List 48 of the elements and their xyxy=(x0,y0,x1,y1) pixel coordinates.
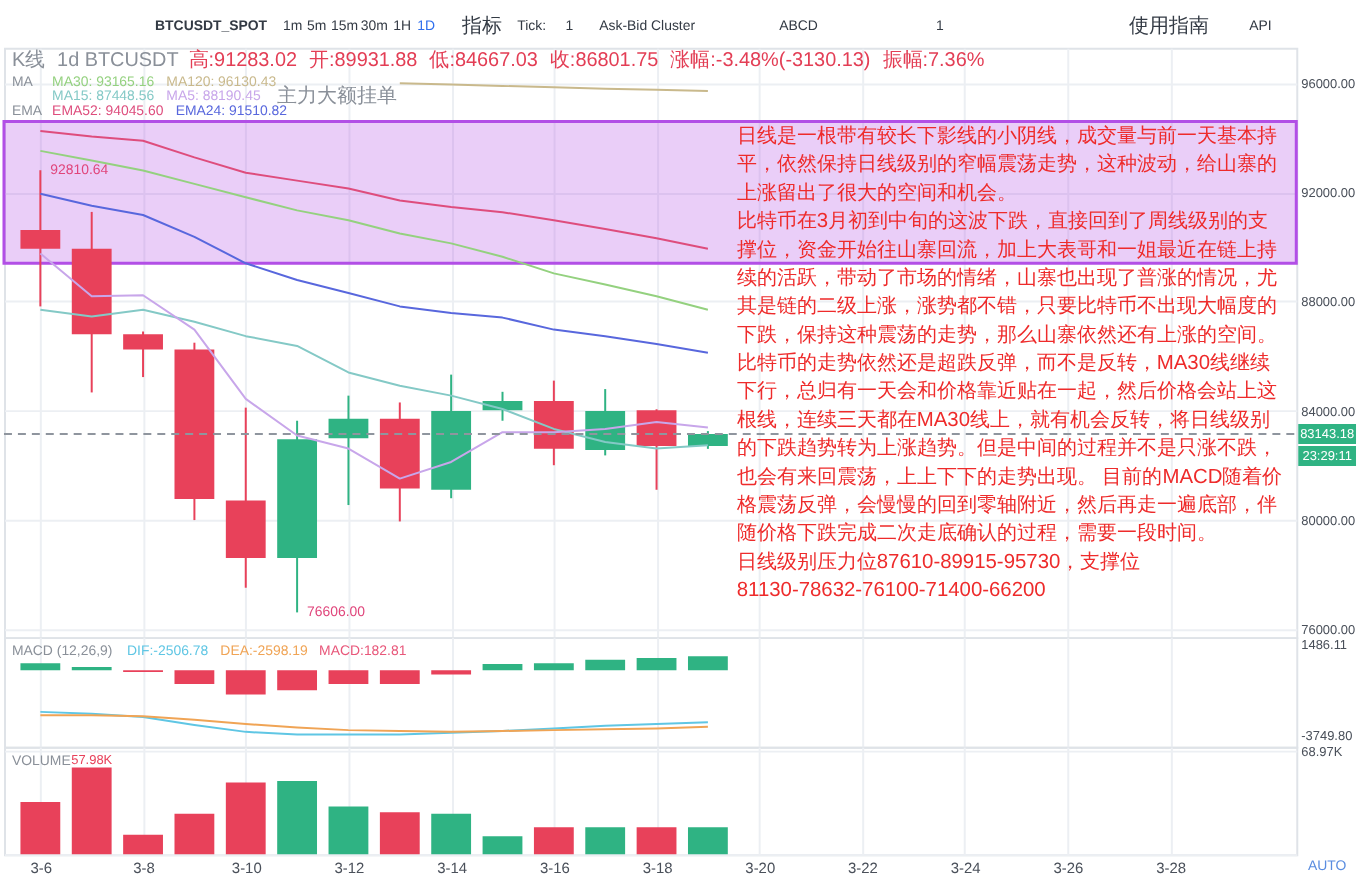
bar xyxy=(174,813,215,855)
candlestick xyxy=(123,330,163,379)
bar xyxy=(585,659,626,671)
bar xyxy=(277,670,318,691)
bar xyxy=(174,670,215,685)
annotation: 收:86801.75 xyxy=(549,49,660,72)
annotation: 比特币的走势依然还是超跌反弹，而不是反转，MA30线继续下行，总归有一天会和价格靠近贴在一起，然后价格会站上这根线，连续三天都在MA30线上，就有机会反转，将日线级别的下跌趋势转为上涨趋势。但是中间的过程并不是只涨不跌，也会有来回震荡，上上下下的走势出现。 目前的MACD随着价格震荡反弹，会慢慢的回到零轴附近，然后再走一遍底部，伴随价格下跌完成二次走底确认的过程，需要一段时间。 xyxy=(734,351,1283,546)
annotation: 日线是一根带有较长下影线的小阴线，成交量与前一天基本持平，依然保持日线级别的窄幅震荡走势，这种波动，给山寨的上涨留出了很大的空间和机会。 xyxy=(736,124,1277,205)
text: 使用指南 xyxy=(1128,13,1209,38)
bar xyxy=(20,801,61,855)
annotation: 低:84667.03 xyxy=(429,49,539,72)
bar xyxy=(687,827,728,855)
bar xyxy=(636,827,677,855)
bar xyxy=(71,767,112,855)
bar xyxy=(636,657,677,671)
bar xyxy=(379,812,420,855)
annotation: 开:89931.88 xyxy=(309,49,419,72)
annotation: 振幅:7.36% xyxy=(882,47,985,72)
text: 指标 xyxy=(459,13,502,38)
candlestick xyxy=(328,394,369,507)
candlestick xyxy=(636,408,677,491)
line-series xyxy=(39,129,709,250)
bar xyxy=(225,670,266,695)
annotation: 比特币在3月初到中旬的这波下跌，直接回到了周线级别的支撑位，资金开始往山寨回流，加上大表哥和一姐最近在链上持续的活跃，带动了市场的情绪，山寨也出现了普涨的情况，尤其是链的二级上涨，涨势都不错，只要比特币不出现大幅度的下跌，保持这种震荡的走势，那么山寨依然还有上涨的空间。 xyxy=(736,209,1277,347)
line-series xyxy=(39,192,709,354)
bar xyxy=(482,664,523,671)
annotation: K线 xyxy=(11,47,46,72)
bar xyxy=(585,827,626,855)
bar xyxy=(225,782,266,855)
annotation: 涨幅:-3.48%(-3130.13) xyxy=(670,47,871,72)
bar xyxy=(328,806,369,855)
line-series xyxy=(39,252,709,480)
bar xyxy=(123,834,163,855)
bar xyxy=(328,670,369,685)
bar xyxy=(379,670,420,685)
bar xyxy=(687,656,728,671)
bar xyxy=(20,663,61,671)
bar xyxy=(277,780,318,855)
bar xyxy=(533,663,574,671)
line-series xyxy=(39,308,709,450)
bar xyxy=(482,836,523,855)
line-series xyxy=(39,149,709,311)
annotation: 日线级别压力位87610-89915-95730，支撑位81130-78632-76100-71400-66200 xyxy=(736,549,1141,603)
bar xyxy=(431,813,472,855)
candlestick xyxy=(533,379,574,467)
bar xyxy=(533,827,574,855)
annotation: 1d BTCUSDT xyxy=(57,49,179,72)
annotation: 高:91283.02 xyxy=(188,47,298,72)
